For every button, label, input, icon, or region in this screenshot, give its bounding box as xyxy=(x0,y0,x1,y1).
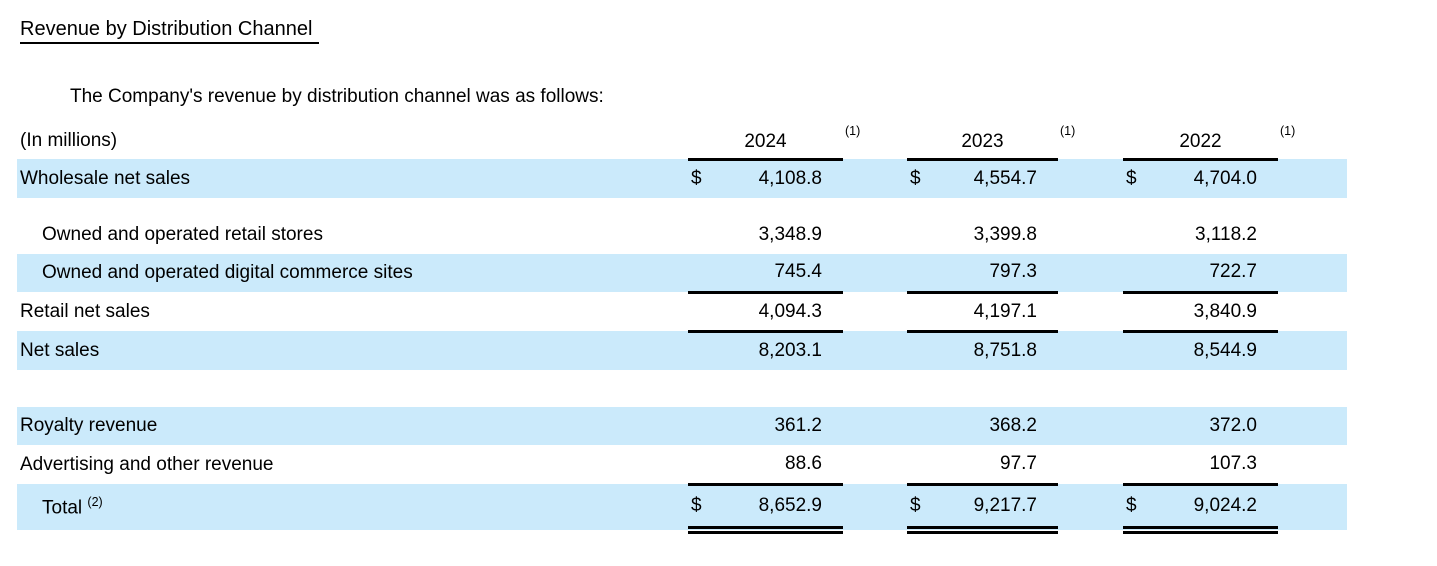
value-cell: 4,554.7 xyxy=(937,159,1058,198)
value-cell: 107.3 xyxy=(1153,445,1278,486)
value-cell: 8,544.9 xyxy=(1153,331,1278,370)
value-cell: 3,840.9 xyxy=(1153,292,1278,333)
value-cell: 9,024.2 xyxy=(1153,484,1278,534)
row-label: Advertising and other revenue xyxy=(20,453,274,475)
value-cell: 361.2 xyxy=(718,407,843,445)
value-cell: 372.0 xyxy=(1153,407,1278,445)
table-row-retail-net-sales: Retail net sales 4,094.3 4,197.1 3,840.9 xyxy=(17,292,1347,333)
value-cell: 722.7 xyxy=(1153,254,1278,294)
row-label: Net sales xyxy=(17,331,688,370)
dollar-sign: $ xyxy=(907,159,937,198)
footnote-marker: (1) xyxy=(845,124,861,138)
year-label: 2022 xyxy=(1179,130,1222,152)
row-label: Retail net sales xyxy=(20,300,150,322)
year-header-2024: 2024 xyxy=(688,116,843,161)
table-row-royalty-revenue: Royalty revenue 361.2 368.2 372.0 xyxy=(17,407,1347,445)
footnote-marker: (1) xyxy=(1060,124,1076,138)
value-cell: 3,399.8 xyxy=(973,224,1037,245)
value-cell: 797.3 xyxy=(937,254,1058,294)
table-header-row: (In millions) 2024 (1) 2023 (1) 2022 (1) xyxy=(17,116,1347,161)
unit-label: (In millions) xyxy=(20,130,118,151)
table-row-net-sales: Net sales 8,203.1 8,751.8 8,544.9 xyxy=(17,331,1347,370)
row-label: Wholesale net sales xyxy=(17,159,688,198)
revenue-by-channel-table: (In millions) 2024 (1) 2023 (1) 2022 (1)… xyxy=(17,116,1347,534)
row-label: Owned and operated retail stores xyxy=(42,224,323,245)
intro-paragraph: The Company's revenue by distribution ch… xyxy=(70,86,604,107)
value-cell: 8,203.1 xyxy=(718,331,843,370)
value-cell: 4,704.0 xyxy=(1153,159,1278,198)
value-cell: 3,118.2 xyxy=(1195,224,1257,245)
value-cell: 88.6 xyxy=(718,445,843,486)
value-cell: 4,094.3 xyxy=(718,292,843,333)
year-label: 2023 xyxy=(961,130,1004,152)
footnote-marker: (2) xyxy=(87,494,103,509)
value-cell: 8,652.9 xyxy=(718,484,843,534)
value-cell: 3,348.9 xyxy=(758,224,822,245)
page-title: Revenue by Distribution Channel xyxy=(20,18,320,44)
table-row-total: Total (2) $ 8,652.9 $ 9,217.7 $ 9,024.2 xyxy=(17,484,1347,534)
year-header-2023: 2023 xyxy=(907,116,1058,161)
value-cell: 8,751.8 xyxy=(937,331,1058,370)
row-label: Owned and operated digital commerce site… xyxy=(17,254,688,292)
year-header-2022: 2022 xyxy=(1123,116,1278,161)
value-cell: 368.2 xyxy=(937,407,1058,445)
dollar-sign: $ xyxy=(688,484,718,534)
row-label: Total (2) xyxy=(17,484,688,530)
value-cell: 9,217.7 xyxy=(937,484,1058,534)
table-row-advertising-other-revenue: Advertising and other revenue 88.6 97.7 … xyxy=(17,445,1347,486)
value-cell: 97.7 xyxy=(937,445,1058,486)
value-cell: 745.4 xyxy=(718,254,843,294)
dollar-sign: $ xyxy=(688,159,718,198)
row-label: Royalty revenue xyxy=(17,407,688,445)
spacer-row xyxy=(17,370,1347,407)
dollar-sign: $ xyxy=(1123,159,1153,198)
dollar-sign: $ xyxy=(1123,484,1153,534)
table-row-wholesale-net-sales: Wholesale net sales $ 4,108.8 $ 4,554.7 … xyxy=(17,159,1347,198)
dollar-sign: $ xyxy=(907,484,937,534)
footnote-marker: (1) xyxy=(1280,124,1296,138)
table-row-owned-retail-stores: Owned and operated retail stores 3,348.9… xyxy=(17,216,1347,254)
spacer-row xyxy=(17,198,1347,216)
value-cell: 4,108.8 xyxy=(718,159,843,198)
table-row-owned-digital-commerce: Owned and operated digital commerce site… xyxy=(17,254,1347,294)
value-cell: 4,197.1 xyxy=(937,292,1058,333)
year-label: 2024 xyxy=(744,130,787,152)
